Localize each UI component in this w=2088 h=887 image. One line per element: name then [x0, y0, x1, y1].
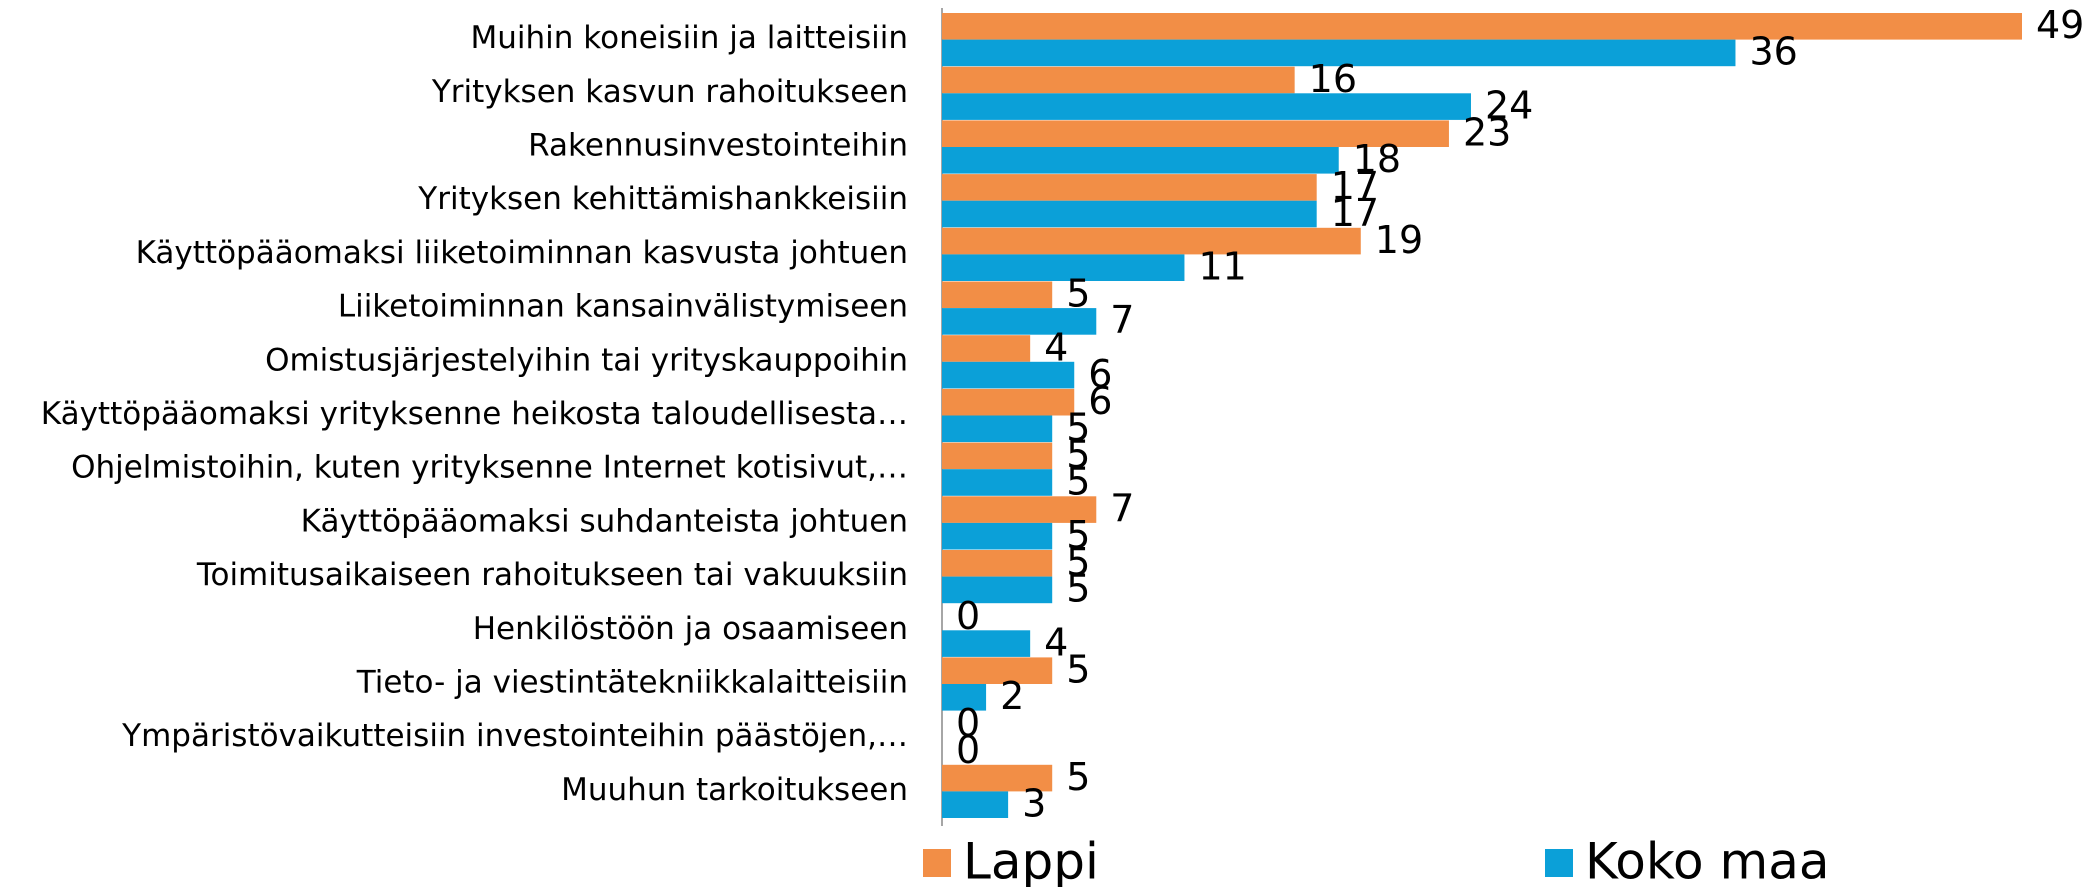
bar — [942, 361, 1075, 389]
bar — [942, 93, 1471, 120]
category-label: Tieto- ja viestintätekniikkalaitteisiin — [356, 665, 908, 701]
value-label: 11 — [1198, 245, 1246, 289]
legend-label: Koko maa — [1585, 833, 1830, 887]
category-label: Yrityksen kasvun rahoitukseen — [431, 74, 908, 110]
bar — [942, 630, 1031, 657]
bar — [942, 66, 1295, 94]
value-label: 17 — [1331, 191, 1379, 235]
value-label: 7 — [1110, 486, 1134, 530]
legend-swatch — [1545, 849, 1573, 877]
bar — [942, 308, 1097, 335]
legend-swatch — [923, 849, 951, 877]
bar — [942, 415, 1053, 443]
value-label: 5 — [1066, 513, 1090, 557]
bar — [942, 174, 1317, 201]
category-label: Rakennusinvestointeihin — [528, 128, 908, 164]
legend-label: Lappi — [963, 833, 1099, 887]
bar — [942, 281, 1053, 309]
bar — [942, 496, 1097, 523]
value-label: 0 — [956, 728, 980, 772]
value-label: 6 — [1088, 352, 1112, 396]
value-label: 7 — [1110, 298, 1134, 342]
bar — [942, 550, 1053, 577]
bar — [942, 657, 1053, 684]
value-label: 5 — [1066, 755, 1090, 799]
category-label: Ympäristövaikutteisiin investointeihin p… — [121, 718, 908, 754]
value-label: 5 — [1066, 406, 1090, 450]
bar — [942, 13, 2022, 40]
bar — [942, 227, 1361, 255]
bar — [942, 791, 1009, 818]
value-label: 24 — [1485, 83, 1533, 127]
value-label: 5 — [1066, 648, 1090, 692]
category-label: Yrityksen kehittämishankkeisiin — [417, 181, 908, 217]
value-label: 19 — [1375, 218, 1423, 262]
value-label: 6 — [1088, 379, 1112, 423]
category-label: Muuhun tarkoitukseen — [561, 772, 908, 808]
bar — [942, 442, 1053, 470]
category-label: Liiketoiminnan kansainvälistymiseen — [338, 289, 908, 325]
category-label: Henkilöstöön ja osaamiseen — [473, 611, 908, 647]
bar — [942, 254, 1185, 281]
bar — [942, 764, 1053, 792]
category-label: Käyttöpääomaksi suhdanteista johtuen — [301, 503, 908, 539]
category-label: Omistusjärjestelyihin tai yrityskauppoih… — [265, 342, 908, 378]
bar — [942, 200, 1317, 228]
bar — [942, 576, 1053, 604]
value-label: 5 — [1066, 433, 1090, 477]
bar — [942, 469, 1053, 496]
value-label: 23 — [1463, 111, 1511, 155]
category-label: Muihin koneisiin ja laitteisiin — [471, 20, 909, 56]
bar — [942, 522, 1053, 550]
value-label: 36 — [1749, 30, 1797, 74]
value-label: 0 — [956, 701, 980, 745]
category-label: Käyttöpääomaksi yrityksenne heikosta tal… — [41, 396, 908, 432]
category-label: Toimitusaikaiseen rahoitukseen tai vakuu… — [196, 557, 908, 593]
value-label: 4 — [1044, 620, 1068, 664]
bar — [942, 147, 1339, 174]
value-label: 17 — [1331, 164, 1379, 208]
bar — [942, 388, 1075, 416]
value-label: 5 — [1066, 540, 1090, 584]
value-label: 49 — [2036, 3, 2084, 47]
bar — [942, 39, 1736, 67]
value-label: 2 — [1000, 674, 1024, 718]
bar — [942, 684, 987, 711]
value-label: 3 — [1022, 782, 1046, 826]
value-label: 5 — [1066, 567, 1090, 611]
category-label: Käyttöpääomaksi liiketoiminnan kasvusta … — [136, 235, 908, 271]
value-label: 18 — [1353, 137, 1401, 181]
bar — [942, 120, 1449, 147]
value-label: 5 — [1066, 459, 1090, 503]
category-label: Ohjelmistoihin, kuten yrityksenne Intern… — [71, 450, 908, 486]
bar — [942, 335, 1031, 362]
